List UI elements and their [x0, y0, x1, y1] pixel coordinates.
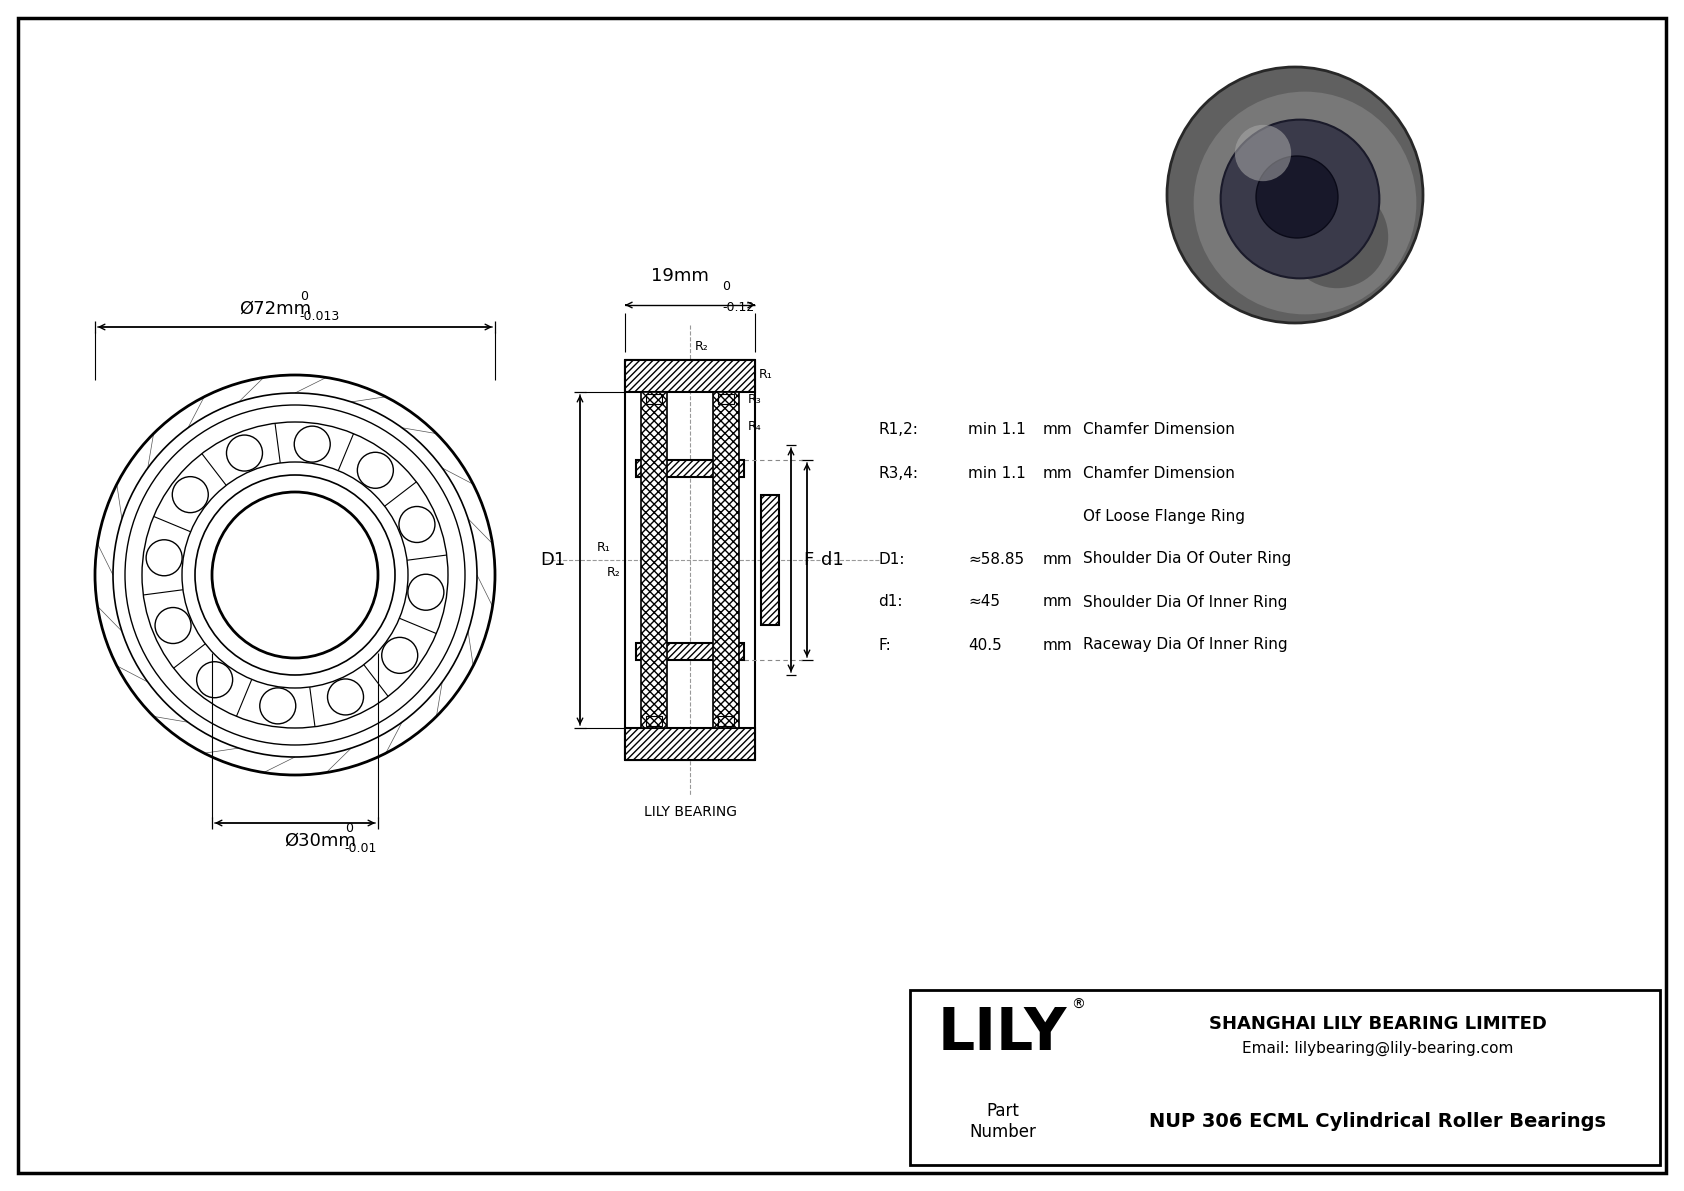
Text: R₁: R₁	[759, 368, 773, 380]
Text: 0: 0	[722, 280, 729, 293]
Text: 0: 0	[345, 822, 352, 835]
Text: Email: lilybearing@lily-bearing.com: Email: lilybearing@lily-bearing.com	[1241, 1041, 1514, 1056]
Text: R₂: R₂	[695, 339, 709, 353]
Bar	[712, 392, 739, 728]
Circle shape	[1234, 125, 1292, 181]
Bar	[761, 495, 780, 625]
Text: LILY BEARING: LILY BEARING	[643, 805, 736, 819]
Text: LILY: LILY	[938, 1005, 1068, 1062]
Text: mm: mm	[1042, 594, 1073, 610]
Text: ≈58.85: ≈58.85	[968, 551, 1024, 567]
Text: 40.5: 40.5	[968, 637, 1002, 653]
Text: NUP 306 ECML Cylindrical Roller Bearings: NUP 306 ECML Cylindrical Roller Bearings	[1148, 1111, 1607, 1130]
Bar	[647, 394, 662, 404]
Text: mm: mm	[1042, 551, 1073, 567]
Text: R₃: R₃	[748, 393, 761, 406]
Text: Ø72mm: Ø72mm	[239, 300, 312, 318]
Text: -0.01: -0.01	[345, 842, 377, 855]
Text: Shoulder Dia Of Outer Ring: Shoulder Dia Of Outer Ring	[1083, 551, 1292, 567]
Text: Chamfer Dimension: Chamfer Dimension	[1083, 466, 1234, 480]
Circle shape	[1221, 119, 1379, 279]
Text: D1: D1	[541, 551, 566, 569]
Bar	[625, 728, 754, 760]
Text: Of Loose Flange Ring: Of Loose Flange Ring	[1083, 509, 1244, 524]
Text: 0: 0	[300, 289, 308, 303]
Text: SHANGHAI LILY BEARING LIMITED: SHANGHAI LILY BEARING LIMITED	[1209, 1015, 1546, 1033]
Text: Shoulder Dia Of Inner Ring: Shoulder Dia Of Inner Ring	[1083, 594, 1287, 610]
Text: F:: F:	[877, 637, 891, 653]
Text: mm: mm	[1042, 466, 1073, 480]
Text: min 1.1: min 1.1	[968, 423, 1026, 437]
Circle shape	[1194, 92, 1416, 314]
Text: Part
Number: Part Number	[968, 1102, 1036, 1141]
Bar	[637, 643, 744, 660]
Text: R1,2:: R1,2:	[877, 423, 918, 437]
Bar	[625, 360, 754, 392]
Text: Chamfer Dimension: Chamfer Dimension	[1083, 423, 1234, 437]
Circle shape	[1287, 186, 1388, 288]
Text: F: F	[803, 551, 813, 569]
Text: min 1.1: min 1.1	[968, 466, 1026, 480]
Text: Ø30mm: Ø30mm	[285, 833, 355, 850]
Text: R3,4:: R3,4:	[877, 466, 918, 480]
Text: -0.013: -0.013	[300, 310, 340, 323]
Text: ≈45: ≈45	[968, 594, 1000, 610]
Text: mm: mm	[1042, 637, 1073, 653]
Text: R₁: R₁	[596, 541, 610, 554]
Text: R₂: R₂	[606, 566, 620, 579]
Text: mm: mm	[1042, 423, 1073, 437]
Text: -0.12: -0.12	[722, 301, 754, 314]
Text: d1: d1	[822, 551, 844, 569]
Bar	[717, 716, 734, 727]
Text: R₄: R₄	[748, 420, 761, 434]
Text: D1:: D1:	[877, 551, 904, 567]
Text: Raceway Dia Of Inner Ring: Raceway Dia Of Inner Ring	[1083, 637, 1288, 653]
Bar	[642, 392, 667, 728]
Bar	[717, 394, 734, 404]
Text: d1:: d1:	[877, 594, 903, 610]
Bar	[647, 716, 662, 727]
Bar	[909, 990, 1660, 1165]
Circle shape	[1167, 67, 1423, 323]
Text: ®: ®	[1071, 998, 1084, 1012]
Bar	[637, 460, 744, 478]
Text: 19mm: 19mm	[652, 267, 709, 285]
Circle shape	[1256, 156, 1339, 238]
